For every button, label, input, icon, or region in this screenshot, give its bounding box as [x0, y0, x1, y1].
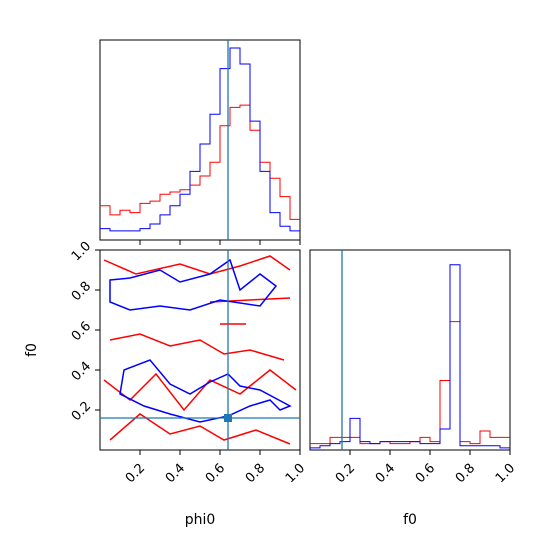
joint-ytick-label: 1.0	[69, 239, 94, 264]
y-axis-label-left: f0	[24, 343, 40, 357]
x-axis-label-right: f0	[403, 512, 417, 528]
joint-contour-blue-0	[109, 258, 278, 311]
f0-histogram-panel	[309, 249, 511, 451]
f0-hist-red	[310, 321, 510, 445]
joint-xtick-label: 0.6	[203, 461, 228, 486]
joint-ytick-label: 0.2	[69, 399, 94, 424]
joint-contour-red-5	[209, 297, 291, 303]
joint-contour-red-1	[109, 333, 285, 361]
joint-xtick-label: 0.2	[123, 461, 148, 486]
f0-hist-xtick-label: 0.6	[413, 461, 438, 486]
joint-xtick-label: 1.0	[283, 461, 308, 486]
joint-ytick-label: 0.4	[69, 359, 94, 384]
joint-xtick-label: 0.4	[163, 461, 188, 486]
phi0-hist-blue	[100, 47, 300, 232]
f0-hist-xtick-label: 1.0	[493, 461, 518, 486]
joint-ytick-label: 0.6	[69, 319, 94, 344]
joint-contour-layer	[100, 250, 300, 450]
f0-hist-blue	[310, 264, 510, 449]
joint-contour-red-3	[109, 413, 291, 445]
f0-hist-xtick-label: 0.2	[333, 461, 358, 486]
f0-hist-xtick-label: 0.4	[373, 461, 398, 486]
x-axis-label-left: phi0	[185, 512, 216, 528]
joint-truth-marker	[224, 414, 232, 422]
phi0-hist-red	[100, 104, 300, 220]
phi0-histogram-panel	[99, 39, 301, 241]
phi0-histogram-layer	[100, 40, 300, 240]
joint-xtick-label: 0.8	[243, 461, 268, 486]
joint-contour-red-2	[103, 369, 297, 412]
joint-contour-panel	[99, 249, 301, 451]
joint-contour-red-0	[103, 255, 291, 275]
f0-hist-xtick-label: 0.8	[453, 461, 478, 486]
joint-ytick-label: 0.8	[69, 279, 94, 304]
joint-contour-blue-1	[119, 359, 292, 423]
f0-histogram-layer	[310, 250, 510, 450]
